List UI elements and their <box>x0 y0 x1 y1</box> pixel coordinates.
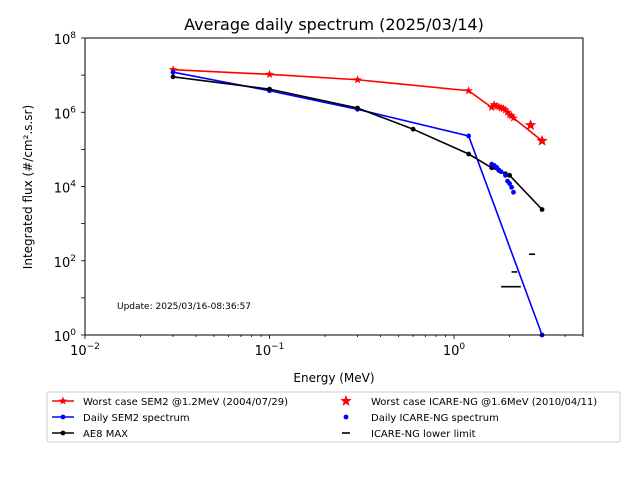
y-tick-label: 106 <box>54 105 77 122</box>
data-point <box>353 75 362 84</box>
y-tick-label: 104 <box>54 180 77 197</box>
data-point <box>509 113 518 122</box>
legend-marker <box>343 414 349 420</box>
axes: 10−2 10−1 100 100 102 104 106 108 <box>54 31 584 359</box>
legend-item: AE8 MAX <box>52 429 128 440</box>
legend-label: ICARE-NG lower limit <box>371 429 476 440</box>
data-point <box>168 65 178 74</box>
legend-item: Daily SEM2 spectrum <box>52 413 190 424</box>
legend-marker <box>60 414 66 420</box>
data-point <box>466 151 472 157</box>
update-annotation: Update: 2025/03/16-08:36:57 <box>117 302 251 312</box>
data-point <box>494 102 504 111</box>
data-point <box>509 184 514 190</box>
legend-label: Daily ICARE-NG spectrum <box>371 413 499 424</box>
legend: Worst case SEM2 @1.2MeV (2004/07/29) Dail… <box>46 391 621 443</box>
series-group <box>168 65 548 338</box>
data-point <box>507 111 516 120</box>
y-tick-label: 100 <box>54 328 77 345</box>
data-point <box>487 102 496 112</box>
x-tick-label: 10−2 <box>70 342 100 359</box>
data-point <box>524 119 537 130</box>
legend-frame <box>46 391 621 443</box>
x-axis-label: Energy (MeV) <box>293 371 374 385</box>
data-point <box>410 126 416 132</box>
legend-label: Daily SEM2 spectrum <box>83 413 190 424</box>
series-0 <box>168 65 547 145</box>
data-point <box>265 69 274 78</box>
data-point <box>507 172 512 178</box>
data-point <box>511 189 516 195</box>
x-tick-label: 100 <box>443 342 466 359</box>
data-point <box>464 86 473 95</box>
data-point <box>536 134 548 146</box>
legend-marker <box>60 430 66 436</box>
data-point <box>539 207 545 212</box>
data-point <box>499 104 508 113</box>
legend-label: AE8 MAX <box>83 429 128 440</box>
series-4 <box>489 161 516 195</box>
y-tick-label: 102 <box>54 254 76 271</box>
legend-item: ICARE-NG lower limit <box>342 429 476 440</box>
y-tick-label: 108 <box>54 31 77 48</box>
plot-frame <box>84 37 584 336</box>
legend-label: Worst case SEM2 @1.2MeV (2004/07/29) <box>83 397 288 408</box>
legend-label: Worst case ICARE-NG @1.6MeV (2010/04/11) <box>371 397 597 408</box>
data-point <box>170 69 176 75</box>
legend-item: Worst case ICARE-NG @1.6MeV (2010/04/11) <box>340 395 597 408</box>
legend-marker <box>340 395 352 406</box>
legend-item: Daily ICARE-NG spectrum <box>343 413 499 424</box>
data-point <box>466 133 472 139</box>
series-line <box>172 76 543 211</box>
x-tick-label: 10−1 <box>255 342 285 359</box>
data-point <box>498 169 504 175</box>
data-point <box>501 105 510 114</box>
data-point <box>355 105 360 111</box>
data-point <box>503 107 512 116</box>
series-5 <box>501 253 536 288</box>
legend-marker <box>58 396 68 405</box>
data-point <box>170 74 176 80</box>
chart-title: Average daily spectrum (2025/03/14) <box>184 15 484 34</box>
data-point <box>267 86 272 92</box>
legend-item: Worst case SEM2 @1.2MeV (2004/07/29) <box>52 396 288 408</box>
series-3 <box>524 119 548 146</box>
data-point <box>507 181 512 186</box>
data-point <box>503 172 508 178</box>
data-point <box>489 100 499 109</box>
y-axis-label: Integrated flux (#/cm².s.sr) <box>21 105 35 269</box>
